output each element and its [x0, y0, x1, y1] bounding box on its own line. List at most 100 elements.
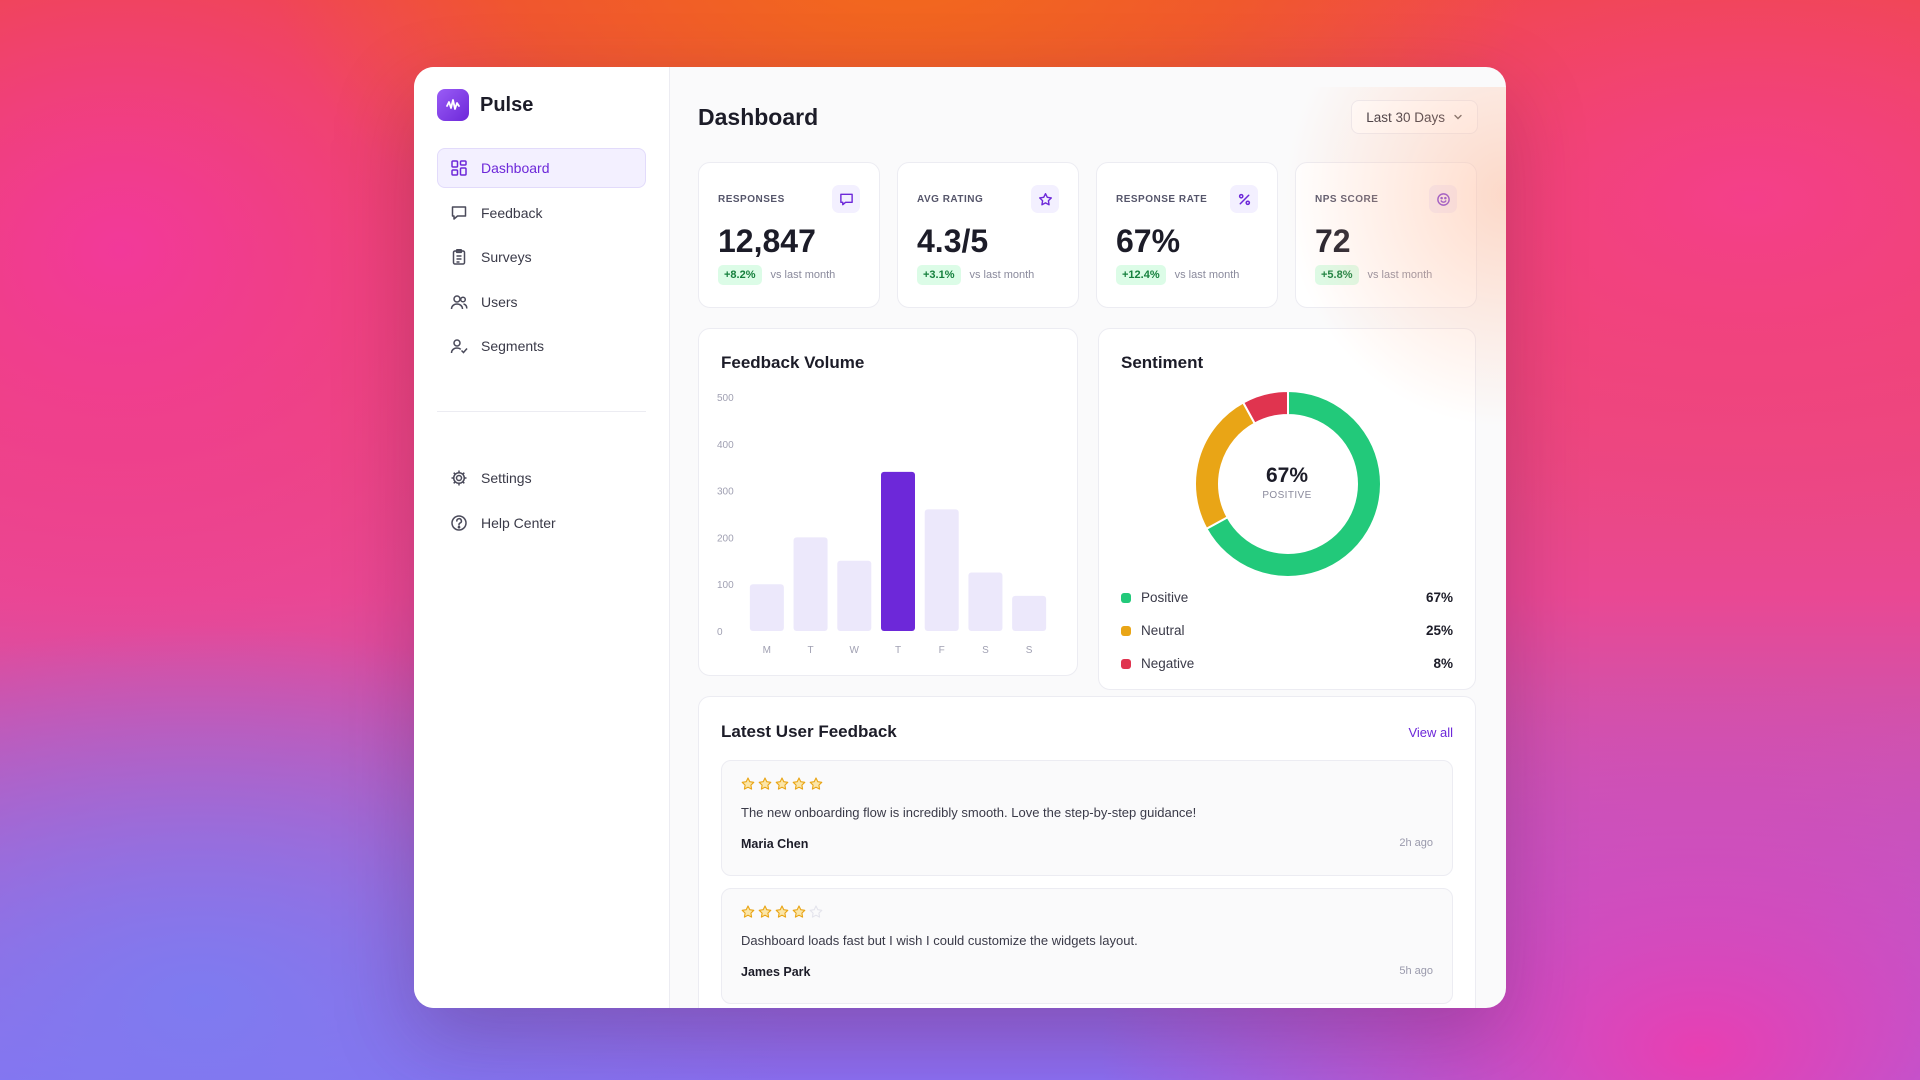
help-icon	[451, 514, 467, 531]
stat-value: 12,847	[718, 223, 816, 259]
star-icon	[741, 777, 755, 790]
star-icon	[809, 777, 823, 790]
view-all-link[interactable]: View all	[1408, 724, 1453, 740]
bar-0[interactable]	[749, 584, 784, 631]
stat-label: RESPONSES	[718, 193, 785, 205]
legend-value: 25%	[1425, 623, 1453, 638]
chevron-down-icon	[1454, 114, 1462, 120]
brand[interactable]: Pulse	[437, 89, 646, 121]
feedback-time: 2h ago	[1399, 837, 1433, 849]
stat-label: AVG RATING	[917, 193, 984, 205]
legend-swatch	[1121, 592, 1131, 603]
stat-value: 67%	[1116, 223, 1181, 259]
sentiment-panel: Sentiment 67% POSITIVE Positive 67% Neut…	[1098, 328, 1476, 690]
slice-positive[interactable]	[1205, 389, 1382, 578]
sidebar-item-surveys[interactable]: Surveys	[437, 237, 646, 277]
sidebar-item-label: Settings	[481, 470, 532, 486]
message-icon	[832, 185, 860, 213]
feedback-card[interactable]: Dashboard loads fast but I wish I could …	[721, 888, 1453, 1004]
message-icon	[451, 205, 467, 220]
stat-label: NPS SCORE	[1315, 193, 1379, 205]
star-rating	[741, 777, 1433, 793]
stat-label: RESPONSE RATE	[1116, 193, 1208, 205]
panel-title: Sentiment	[1121, 353, 1204, 372]
legend-item-positive: Positive 67%	[1121, 581, 1453, 614]
star-icon	[775, 905, 789, 918]
sidebar: Pulse Dashboard Feedback Surveys Users S…	[414, 67, 670, 1008]
star-icon	[775, 777, 789, 790]
users-icon	[450, 294, 468, 309]
star-icon	[792, 777, 806, 790]
panel-title: Feedback Volume	[721, 353, 865, 372]
user-check-icon	[450, 339, 468, 354]
latest-feedback-panel: Latest User Feedback View all The new on…	[698, 696, 1476, 1008]
app-window: Pulse Dashboard Feedback Surveys Users S…	[414, 67, 1506, 1008]
brand-name: Pulse	[480, 93, 534, 116]
sidebar-item-segments[interactable]: Segments	[437, 326, 646, 366]
legend-value: 8%	[1433, 656, 1453, 671]
stat-delta-badge: +5.8%	[1315, 265, 1359, 286]
bar-2[interactable]	[837, 560, 872, 631]
sidebar-item-users[interactable]: Users	[437, 282, 646, 322]
sidebar-item-feedback[interactable]: Feedback	[437, 193, 646, 233]
legend-swatch	[1121, 658, 1131, 669]
donut-center-label: POSITIVE	[1262, 490, 1312, 501]
y-tick-label: 0	[717, 627, 723, 638]
y-tick-label: 400	[717, 440, 734, 451]
bar-6[interactable]	[1012, 595, 1047, 631]
star-rating	[741, 905, 1433, 921]
sidebar-item-settings[interactable]: Settings	[437, 458, 646, 498]
sidebar-item-label: Dashboard	[481, 160, 550, 176]
feedback-card[interactable]: The new onboarding flow is incredibly sm…	[721, 760, 1453, 876]
stat-card-nps-score[interactable]: NPS SCORE 72 +5.8% vs last month	[1295, 162, 1477, 308]
sidebar-item-dashboard[interactable]: Dashboard	[437, 148, 646, 188]
stat-value: 4.3/5	[917, 223, 989, 259]
donut-center-value: 67%	[1265, 464, 1309, 487]
star-icon	[758, 777, 772, 790]
y-tick-label: 500	[717, 393, 734, 404]
main-nav: Dashboard Feedback Surveys Users Segment…	[437, 148, 646, 366]
feedback-time: 5h ago	[1399, 965, 1433, 977]
smile-icon	[1429, 185, 1457, 213]
percent-icon	[1230, 185, 1258, 213]
stat-card-avg-rating[interactable]: AVG RATING 4.3/5 +3.1% vs last month	[897, 162, 1079, 308]
charts-row: Feedback Volume 0 100 200 300 400 500 M T W T F S S …	[698, 328, 1478, 690]
stat-card-responses[interactable]: RESPONSES 12,847 +8.2% vs last month	[698, 162, 880, 308]
feedback-text: The new onboarding flow is incredibly sm…	[741, 805, 1197, 820]
star-icon	[741, 905, 755, 918]
feedback-volume-panel: Feedback Volume 0 100 200 300 400 500 M T W T F S S	[698, 328, 1078, 676]
feedback-author: Maria Chen	[741, 837, 809, 851]
star-icon	[792, 905, 806, 918]
feedback-author: James Park	[741, 965, 811, 979]
stat-card-response-rate[interactable]: RESPONSE RATE 67% +12.4% vs last month	[1096, 162, 1278, 308]
stats-row: RESPONSES 12,847 +8.2% vs last month AVG…	[698, 162, 1478, 308]
bar-4[interactable]	[924, 509, 959, 631]
legend-item-neutral: Neutral 25%	[1121, 614, 1453, 647]
legend-label: Neutral	[1141, 623, 1185, 638]
sidebar-item-label: Surveys	[481, 249, 532, 265]
stat-delta-badge: +12.4%	[1116, 265, 1166, 286]
y-tick-label: 300	[717, 487, 734, 498]
grid-icon	[451, 160, 467, 176]
x-tick-label: F	[939, 645, 945, 656]
secondary-nav: Settings Help Center	[437, 458, 646, 543]
sentiment-legend: Positive 67% Neutral 25% Negative 8%	[1121, 581, 1453, 680]
sidebar-divider	[437, 411, 646, 412]
sidebar-item-label: Users	[481, 293, 518, 310]
stat-comparison: vs last month	[1367, 269, 1433, 282]
x-tick-label: T	[895, 645, 901, 656]
x-tick-label: T	[808, 645, 814, 656]
date-range-select[interactable]: Last 30 Days	[1351, 100, 1478, 134]
donut-center: 67% POSITIVE	[1099, 464, 1475, 501]
x-tick-label: S	[982, 645, 989, 656]
bar-3[interactable]	[881, 471, 915, 631]
bar-5[interactable]	[968, 572, 1003, 632]
feedback-volume-chart: 0 100 200 300 400 500 M T W T F S S	[717, 393, 1047, 656]
bar-1[interactable]	[793, 537, 828, 631]
star-icon	[809, 905, 823, 918]
pulse-logo-icon	[437, 89, 469, 121]
sidebar-item-help-center[interactable]: Help Center	[437, 503, 646, 543]
star-icon	[758, 905, 772, 918]
y-tick-label: 200	[717, 533, 734, 544]
sidebar-item-label: Help Center	[481, 514, 556, 531]
